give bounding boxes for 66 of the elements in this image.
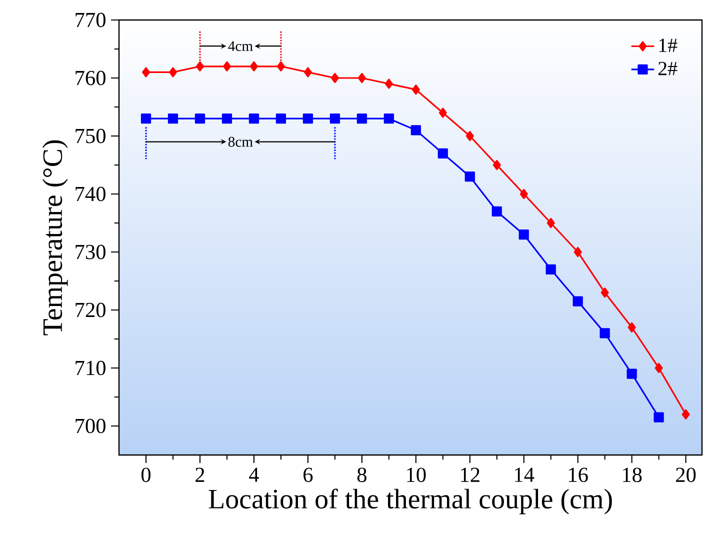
point — [222, 114, 232, 124]
y-tick-label: 750 — [76, 128, 106, 144]
point — [412, 84, 420, 95]
point — [574, 246, 582, 258]
point — [438, 148, 448, 158]
x-tick-label: 20 — [676, 468, 696, 482]
x-axis-title: Location of the thermal couple (cm) — [208, 488, 612, 514]
point — [384, 78, 393, 89]
legend-label: 2# — [658, 62, 678, 76]
point — [518, 230, 529, 240]
point — [168, 114, 178, 124]
y-tick-label: 740 — [76, 186, 106, 202]
point — [410, 125, 421, 136]
x-tick-label: 10 — [407, 468, 426, 482]
point — [194, 114, 206, 124]
x-tick-label: 18 — [623, 468, 642, 482]
point — [142, 67, 150, 78]
annotation: 8cm — [228, 136, 253, 147]
x-tick-label: 2 — [196, 468, 204, 482]
point — [330, 114, 340, 124]
legend-label: 1# — [659, 38, 678, 52]
point — [654, 362, 663, 374]
point — [276, 61, 285, 72]
x-tick-label: 6 — [304, 468, 313, 482]
point — [222, 61, 231, 72]
point — [196, 61, 204, 72]
y-axis-title: Temperature (°C) — [42, 140, 68, 336]
point — [546, 218, 555, 228]
point — [626, 368, 637, 379]
point — [600, 288, 609, 298]
x-tick-label: 4 — [249, 468, 259, 482]
x-tick-label: 12 — [461, 468, 480, 482]
x-tick-label: 14 — [515, 468, 534, 482]
point — [520, 188, 528, 200]
point — [302, 114, 313, 124]
point — [492, 160, 501, 170]
point — [356, 114, 367, 124]
point — [248, 114, 260, 124]
point — [304, 67, 312, 78]
point — [438, 108, 447, 118]
point — [384, 114, 394, 124]
x-tick-label: 8 — [357, 468, 366, 482]
point — [464, 172, 475, 182]
point — [600, 328, 610, 338]
point — [466, 130, 474, 142]
point — [250, 61, 258, 72]
point — [654, 412, 664, 422]
x-tick-label: 0 — [141, 468, 151, 482]
point — [628, 322, 636, 332]
annotation: 4cm — [228, 41, 253, 51]
point — [276, 114, 286, 124]
y-tick-label: 720 — [76, 302, 106, 318]
point — [572, 296, 583, 306]
y-tick-label: 700 — [76, 418, 106, 434]
point — [682, 409, 690, 420]
point — [546, 264, 556, 274]
point — [358, 72, 366, 84]
point — [140, 114, 152, 124]
point — [168, 67, 177, 78]
y-tick-label: 710 — [76, 360, 106, 376]
y-tick-label: 730 — [76, 244, 106, 260]
y-tick-label: 770 — [76, 12, 106, 28]
point — [330, 72, 339, 84]
x-tick-label: 16 — [569, 468, 588, 482]
point — [492, 206, 502, 216]
y-tick-label: 760 — [76, 70, 106, 86]
